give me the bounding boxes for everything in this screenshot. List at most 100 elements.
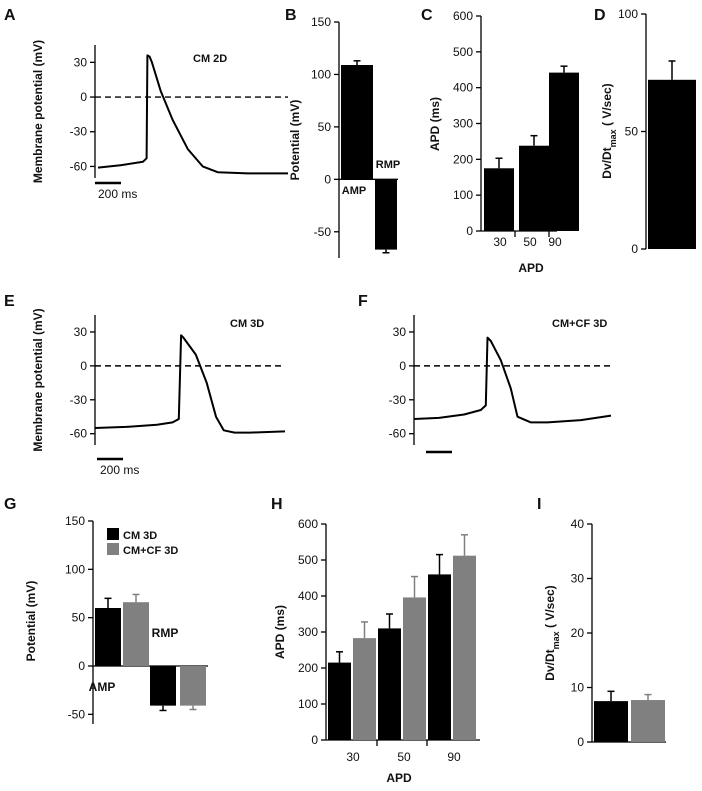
y-label-tail: ( V/sec)	[543, 585, 557, 631]
y-axis-label: Potential (mV)	[24, 581, 38, 662]
panel-title: CM 3D	[230, 318, 264, 330]
bar-apd50	[519, 134, 549, 231]
legend-swatch	[107, 528, 119, 540]
y-axis-label: Dv/Dtmax ( V/sec)	[543, 585, 561, 680]
category-label-rmp: RMP	[376, 159, 400, 171]
panel-g-y-axis: 150 100 50 0 -50	[65, 514, 94, 724]
y-tick-label: 500	[298, 553, 318, 567]
y-tick-label: -60	[70, 159, 88, 173]
panel-b-y-axis: 150 100 50 0 -50	[311, 15, 340, 258]
action-potential-trace	[413, 336, 612, 424]
y-axis-label: Potential (mV)	[288, 100, 302, 181]
panel-c-y-axis: 600 500 400 300 200 100 0	[453, 9, 482, 238]
y-tick-label: 40	[571, 517, 585, 531]
y-tick-label: 0	[80, 90, 87, 104]
panel-label-f: F	[358, 293, 368, 310]
y-label-tail: ( V/sec)	[600, 83, 614, 129]
y-tick-label: 0	[324, 172, 331, 186]
y-tick-label: 0	[466, 224, 473, 238]
y-tick-label: 20	[571, 626, 585, 640]
bar-rect	[378, 628, 401, 740]
panel-label-h: H	[271, 496, 283, 513]
bar-rmp-cm3d	[150, 666, 176, 712]
x-tick-label: 50	[397, 750, 411, 764]
y-tick-label: 300	[298, 625, 318, 639]
panel-label-c: C	[421, 7, 433, 24]
y-tick-label: -60	[389, 427, 407, 441]
y-tick-label: -50	[68, 707, 86, 721]
y-label-main: Dv/Dt	[543, 649, 557, 680]
scale-bar-label: 200 ms	[100, 463, 139, 477]
panel-h-y-axis: 600 500 400 300 200 100 0	[298, 517, 327, 747]
y-tick-label: 150	[311, 15, 331, 29]
y-tick-label: 100	[311, 67, 331, 81]
y-tick-label: 400	[298, 589, 318, 603]
y-tick-label: 100	[618, 7, 638, 21]
bar-apd30-cmcf3d	[353, 621, 376, 740]
y-tick-label: 10	[571, 681, 585, 695]
bar-apd50-cmcf3d	[403, 575, 426, 740]
y-axis-label: Dv/Dtmax ( V/sec)	[600, 83, 618, 178]
y-tick-label: 600	[453, 9, 473, 23]
y-tick-label: -30	[70, 125, 88, 139]
bar-dvdt	[648, 60, 696, 249]
bar-dvdt-cm3d	[594, 690, 628, 742]
panel-label-d: D	[594, 7, 606, 24]
y-tick-label: 200	[298, 661, 318, 675]
y-label-sub: max	[608, 129, 618, 147]
y-tick-label: -50	[314, 225, 332, 239]
y-tick-label: -60	[70, 427, 88, 441]
x-tick-label: 30	[493, 235, 507, 249]
x-axis-label: APD	[518, 261, 544, 275]
y-label-sub: max	[551, 631, 561, 649]
bar-apd30	[484, 157, 514, 231]
panel-label-i: I	[537, 496, 541, 513]
panel-label-b: B	[285, 7, 297, 24]
bar-amp	[341, 60, 373, 180]
y-tick-label: 50	[318, 120, 332, 134]
bar-amp-cm3d	[95, 597, 121, 666]
scale-bar-label: 200 ms	[98, 187, 137, 201]
panel-label-g: G	[4, 496, 16, 513]
y-tick-label: 0	[577, 735, 584, 749]
y-tick-label: 500	[453, 45, 473, 59]
bar-rect	[403, 597, 426, 740]
y-tick-label: -30	[70, 393, 88, 407]
bar-amp-cmcf3d	[123, 593, 149, 666]
y-tick-label: 400	[453, 81, 473, 95]
panel-d-y-axis: 100 50 0	[618, 7, 647, 256]
y-tick-label: 0	[399, 359, 406, 373]
bar-rect	[180, 666, 206, 706]
y-tick-label: 150	[65, 514, 85, 528]
bar-rect	[328, 662, 351, 740]
y-tick-label: 0	[311, 733, 318, 747]
bar-rect	[549, 72, 579, 231]
y-tick-label: 600	[298, 517, 318, 531]
y-tick-label: 200	[453, 152, 473, 166]
x-tick-label: 90	[447, 750, 461, 764]
legend-swatch	[107, 543, 119, 555]
y-tick-label: 30	[74, 325, 88, 339]
y-tick-label: -30	[389, 393, 407, 407]
bar-dvdt-cmcf3d	[631, 693, 665, 742]
x-tick-label: 50	[523, 235, 537, 249]
panel-label-e: E	[4, 293, 15, 310]
category-label-amp: AMP	[89, 680, 116, 694]
legend-label: CM 3D	[123, 530, 157, 542]
bar-rect	[631, 700, 665, 742]
bar-apd30-cm3d	[328, 651, 351, 740]
panel-e-y-axis: 30 0 -30 -60	[70, 315, 96, 445]
x-tick-label: 90	[548, 235, 562, 249]
y-tick-label: 100	[65, 562, 85, 576]
bar-rect	[519, 145, 549, 231]
y-tick-label: 0	[80, 359, 87, 373]
y-tick-label: 50	[625, 125, 639, 139]
bar-apd50-cm3d	[378, 613, 401, 740]
bar-rmp	[375, 179, 397, 254]
bar-rect	[428, 574, 451, 740]
panel-i-y-axis: 40 30 20 10 0	[571, 517, 593, 749]
bar-rect	[353, 638, 376, 740]
y-tick-label: 30	[74, 55, 88, 69]
y-axis-label: Membrane potential (mV)	[31, 308, 45, 451]
